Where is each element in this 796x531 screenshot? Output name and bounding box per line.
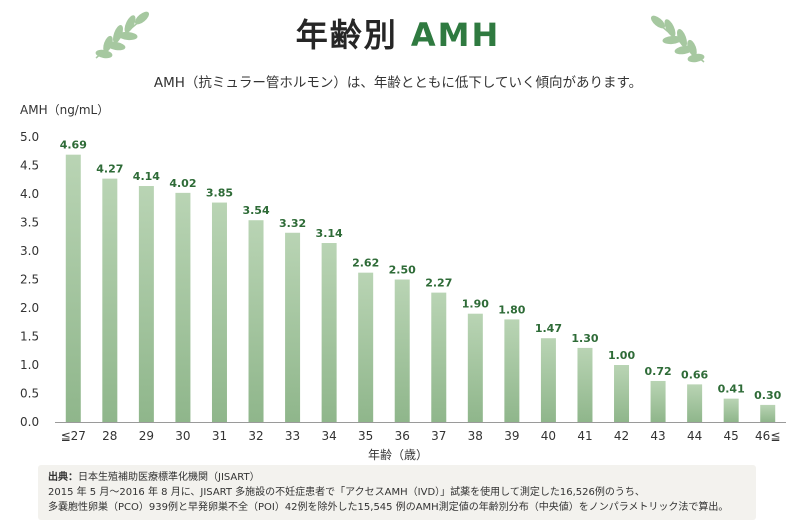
bar-value-label: 4.02 xyxy=(169,177,196,190)
bar xyxy=(321,243,337,422)
bar xyxy=(467,313,483,422)
bar-value-label: 2.27 xyxy=(425,277,452,290)
x-tick-label: ≦27 xyxy=(61,429,86,443)
y-tick-label: 5.0 xyxy=(20,130,39,144)
bar xyxy=(760,404,776,422)
bar-value-label: 4.27 xyxy=(96,163,123,176)
x-tick-label: 30 xyxy=(175,429,190,443)
bar xyxy=(504,319,520,422)
page-title: 年齢別 AMH xyxy=(0,10,796,56)
x-tick-label: 36 xyxy=(395,429,410,443)
y-tick-label: 0.5 xyxy=(20,387,39,401)
bar xyxy=(650,380,666,422)
leaf-branch-icon xyxy=(95,11,150,59)
x-tick-label: 29 xyxy=(139,429,154,443)
bar-value-label: 1.80 xyxy=(498,303,525,316)
bar xyxy=(614,365,630,422)
source-label: 出典： xyxy=(48,472,78,483)
y-tick-label: 0.0 xyxy=(20,415,39,429)
bar xyxy=(687,384,703,422)
y-tick-label: 1.0 xyxy=(20,358,39,372)
bar xyxy=(358,272,374,422)
x-tick-label: 32 xyxy=(248,429,263,443)
y-tick-label: 2.5 xyxy=(20,273,39,287)
bar-value-label: 3.14 xyxy=(316,227,343,240)
bar-value-label: 3.54 xyxy=(242,204,269,217)
bar xyxy=(577,347,593,422)
bar-value-label: 1.00 xyxy=(608,349,635,362)
bar xyxy=(138,186,154,422)
y-tick-label: 4.0 xyxy=(20,187,39,201)
method-line-2: 多嚢胞性卵巣（PCO）939例と早発卵巣不全（POI）42例を除外した15,54… xyxy=(48,502,729,513)
bar-value-label: 4.69 xyxy=(60,139,87,152)
source-text: 日本生殖補助医療標準化機関（JISART） xyxy=(78,472,260,483)
bar xyxy=(65,154,81,423)
bar-value-label: 1.90 xyxy=(462,298,489,311)
bar-value-label: 0.72 xyxy=(645,365,672,378)
leaf-branch-icon xyxy=(650,15,705,63)
y-tick-label: 2.0 xyxy=(20,301,39,315)
y-axis-label: AMH（ng/mL） xyxy=(20,103,109,117)
x-tick-label: 39 xyxy=(504,429,519,443)
title-accent: AMH xyxy=(410,16,501,54)
x-tick-label: 31 xyxy=(212,429,227,443)
source-notes: 出典：日本生殖補助医療標準化機関（JISART） 2015 年 5 月〜2016… xyxy=(38,465,756,520)
bar xyxy=(431,292,447,422)
x-tick-label: 46≦ xyxy=(755,429,780,443)
bar xyxy=(175,192,191,422)
x-tick-label: 38 xyxy=(468,429,483,443)
page-subtitle: AMH（抗ミュラー管ホルモン）は、年齢とともに低下していく傾向があります。 xyxy=(153,75,643,91)
x-tick-label: 45 xyxy=(724,429,739,443)
bar-value-label: 0.30 xyxy=(754,389,781,402)
amh-bar-chart: AMH（ng/mL） 年齢（歳） 0.0 0.5 1.0 1.5 2.0 2.5 3.0 3.… xyxy=(20,103,786,462)
y-tick-label: 4.5 xyxy=(20,159,39,173)
x-tick-label: 40 xyxy=(541,429,556,443)
bar xyxy=(394,279,410,422)
x-tick-label: 41 xyxy=(577,429,592,443)
bar-value-label: 3.85 xyxy=(206,187,233,200)
x-tick-label: 42 xyxy=(614,429,629,443)
source-line: 出典：日本生殖補助医療標準化機関（JISART） xyxy=(48,470,746,485)
bar-value-label: 3.32 xyxy=(279,217,306,230)
bar-value-label: 1.30 xyxy=(571,332,598,345)
bar-value-label: 4.14 xyxy=(133,170,160,183)
bar xyxy=(248,220,264,422)
x-tick-label: 34 xyxy=(321,429,336,443)
method-line-1: 2015 年 5 月〜2016 年 8 月に、JISART 多施設の不妊症患者で… xyxy=(48,487,645,498)
bar xyxy=(285,232,301,422)
bar-value-label: 1.47 xyxy=(535,322,562,335)
x-tick-label: 35 xyxy=(358,429,373,443)
x-tick-label: 28 xyxy=(102,429,117,443)
y-tick-label: 1.5 xyxy=(20,330,39,344)
bar xyxy=(102,178,118,422)
bar-value-label: 2.50 xyxy=(389,264,416,277)
title-prefix: 年齢別 xyxy=(295,16,398,54)
x-tick-label: 43 xyxy=(650,429,665,443)
bar xyxy=(540,338,556,422)
bar-value-label: 0.41 xyxy=(718,383,745,396)
y-tick-label: 3.0 xyxy=(20,244,39,258)
y-tick-label: 3.5 xyxy=(20,216,39,230)
x-tick-label: 37 xyxy=(431,429,446,443)
bar-value-label: 2.62 xyxy=(352,257,379,270)
x-tick-label: 33 xyxy=(285,429,300,443)
bar xyxy=(211,202,227,422)
bar xyxy=(723,398,739,422)
x-axis-label: 年齢（歳） xyxy=(368,447,428,462)
bar-value-label: 0.66 xyxy=(681,368,708,381)
x-tick-label: 44 xyxy=(687,429,702,443)
